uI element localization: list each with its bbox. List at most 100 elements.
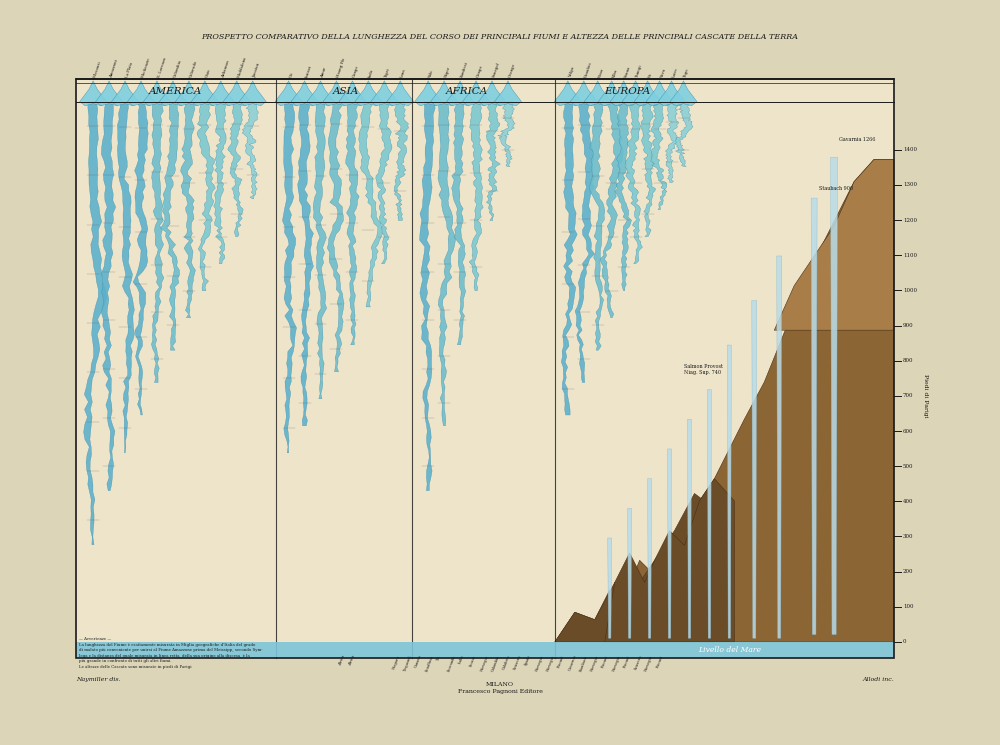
Text: MILANO
Francesco Pagnoni Editore: MILANO Francesco Pagnoni Editore — [458, 682, 542, 694]
Polygon shape — [752, 300, 757, 638]
Text: Gange: Gange — [352, 65, 360, 77]
Text: 1100: 1100 — [903, 253, 917, 258]
Polygon shape — [128, 80, 154, 106]
Polygon shape — [628, 508, 632, 638]
Text: Sciaffusa: Sciaffusa — [425, 655, 435, 672]
Text: PROSPETTO COMPARATIVO DELLA LUNGHEZZA DEL CORSO DEI PRINCIPALI FIUMI E ALTEZZA D: PROSPETTO COMPARATIVO DELLA LUNGHEZZA DE… — [202, 33, 798, 41]
Text: 0: 0 — [903, 639, 906, 644]
Text: Staubach: Staubach — [579, 655, 588, 672]
Text: Reno: Reno — [598, 67, 605, 77]
Polygon shape — [658, 80, 685, 106]
Polygon shape — [610, 80, 637, 106]
Text: Amur: Amur — [320, 66, 328, 77]
Polygon shape — [298, 101, 313, 426]
Text: 1400: 1400 — [903, 148, 917, 152]
Polygon shape — [181, 101, 195, 317]
Polygon shape — [608, 538, 612, 638]
Text: Pirenei: Pirenei — [623, 655, 631, 668]
Polygon shape — [151, 101, 164, 383]
Polygon shape — [101, 101, 116, 491]
Polygon shape — [438, 101, 456, 426]
Text: Ohio: Ohio — [205, 68, 212, 77]
Text: Elba: Elba — [612, 68, 618, 77]
Polygon shape — [313, 101, 327, 399]
Text: Ob: Ob — [289, 71, 294, 77]
Polygon shape — [561, 101, 577, 415]
Polygon shape — [555, 493, 714, 642]
Text: La Plata: La Plata — [125, 61, 134, 77]
Polygon shape — [447, 80, 474, 106]
Text: Svizzera: Svizzera — [513, 655, 522, 670]
Polygon shape — [415, 80, 442, 106]
Polygon shape — [641, 101, 656, 237]
Polygon shape — [394, 101, 409, 221]
Polygon shape — [570, 80, 597, 106]
Text: Orange: Orange — [508, 63, 516, 77]
Polygon shape — [197, 101, 215, 291]
Polygon shape — [463, 80, 490, 106]
Polygon shape — [575, 101, 595, 383]
Polygon shape — [648, 478, 652, 638]
Bar — [76, 79, 894, 659]
Polygon shape — [615, 101, 631, 291]
Polygon shape — [605, 478, 734, 642]
Text: Tequend.: Tequend. — [403, 655, 413, 672]
Text: ASIA: ASIA — [332, 86, 359, 95]
Polygon shape — [159, 80, 186, 106]
Text: Naymiller dis.: Naymiller dis. — [76, 676, 121, 682]
Text: Lena: Lena — [400, 68, 407, 77]
Text: Canada: Canada — [414, 655, 423, 669]
Text: Senegal: Senegal — [492, 61, 501, 77]
Polygon shape — [239, 80, 266, 106]
Polygon shape — [327, 101, 344, 372]
Text: 600: 600 — [903, 428, 913, 434]
Polygon shape — [376, 101, 392, 264]
Text: Arkansas: Arkansas — [221, 60, 230, 77]
Polygon shape — [355, 80, 382, 106]
Text: Volga: Volga — [568, 66, 575, 77]
Text: EUROPA: EUROPA — [605, 86, 651, 95]
Polygon shape — [420, 101, 435, 491]
Polygon shape — [214, 101, 226, 264]
Polygon shape — [590, 101, 605, 350]
Polygon shape — [359, 101, 382, 307]
Polygon shape — [371, 80, 398, 106]
Polygon shape — [665, 101, 679, 183]
Text: AMERICA: AMERICA — [149, 86, 203, 95]
Text: Maddalena: Maddalena — [237, 55, 247, 77]
Text: Tago: Tago — [683, 68, 690, 77]
Polygon shape — [469, 101, 483, 291]
Text: Senna: Senna — [624, 65, 631, 77]
Polygon shape — [112, 80, 139, 106]
Text: Pirenei: Pirenei — [557, 655, 565, 668]
Text: Scozia: Scozia — [469, 655, 477, 667]
Text: Allodi inc.: Allodi inc. — [862, 676, 894, 682]
Text: Norvegia: Norvegia — [480, 655, 490, 672]
Polygon shape — [584, 80, 611, 106]
Text: Pirenei: Pirenei — [601, 655, 609, 668]
Polygon shape — [117, 101, 134, 453]
Polygon shape — [191, 80, 218, 106]
Text: Indo: Indo — [368, 68, 375, 77]
Text: Piedi di Parigi: Piedi di Parigi — [923, 374, 928, 418]
Polygon shape — [600, 101, 623, 317]
Text: Spada: Spada — [524, 655, 532, 667]
Text: 1000: 1000 — [903, 288, 917, 293]
Text: AFRICA: AFRICA — [446, 86, 488, 95]
Polygon shape — [554, 80, 581, 106]
Text: Congo: Congo — [476, 64, 484, 77]
Polygon shape — [143, 80, 170, 106]
Polygon shape — [323, 80, 350, 106]
Text: Te.: Te. — [436, 655, 442, 661]
Text: Africa: Africa — [338, 655, 346, 667]
Text: 700: 700 — [903, 393, 913, 399]
Polygon shape — [387, 80, 414, 106]
Polygon shape — [161, 101, 180, 350]
Polygon shape — [495, 80, 521, 106]
Text: 200: 200 — [903, 569, 913, 574]
Polygon shape — [346, 101, 359, 345]
Text: Colombia: Colombia — [173, 58, 183, 77]
Polygon shape — [670, 80, 697, 106]
Polygon shape — [777, 256, 782, 638]
Text: Mackenzie: Mackenzie — [141, 56, 151, 77]
